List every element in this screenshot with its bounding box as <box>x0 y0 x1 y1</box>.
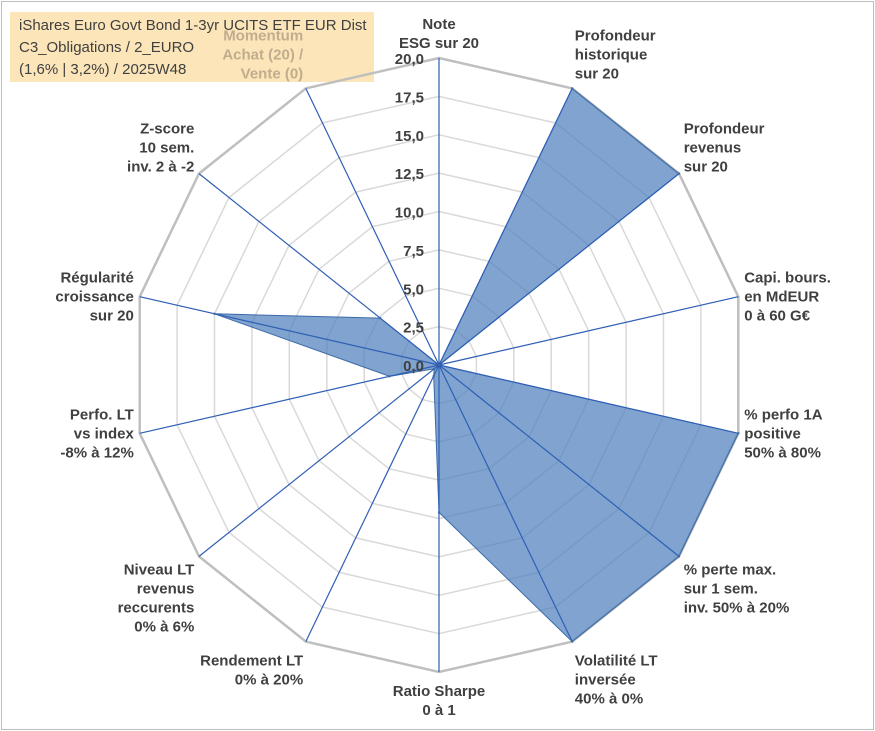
axis-spoke <box>438 88 573 366</box>
axis-label: Profondeur historique sur 20 <box>575 27 656 82</box>
axis-label-line: inv. 50% à 20% <box>684 599 790 616</box>
axis-label-line: en MdEUR <box>744 289 819 306</box>
axis-label-line: Niveau LT <box>124 561 195 578</box>
tick-label: 7,5 <box>403 243 424 260</box>
tick-label: 10,0 <box>395 205 424 222</box>
data-point <box>571 640 574 643</box>
axis-label-line: 0 à 1 <box>422 702 455 719</box>
axis-label-line: sur 20 <box>575 65 619 82</box>
axis-label-line: sur 20 <box>90 308 134 325</box>
chart-title-fund: iShares Euro Govt Bond 1-3yr UCITS ETF E… <box>19 17 367 34</box>
axis-label-line: croissance <box>55 289 133 306</box>
data-point <box>388 375 391 378</box>
axis-label-line: Achat (20) / <box>222 46 304 63</box>
axis-label-line: -8% à 12% <box>60 444 133 461</box>
axis-label-line: Profondeur <box>575 27 656 44</box>
axis-label-line: ESG sur 20 <box>399 35 479 52</box>
axis-label-line: Régularité <box>60 270 133 287</box>
tick-label: 20,0 <box>395 51 424 68</box>
axis-label-line: Rendement LT <box>200 653 303 670</box>
axis-spoke <box>139 296 440 366</box>
axis-spoke <box>198 364 440 557</box>
axis-spoke <box>305 364 440 642</box>
axis-spoke <box>438 296 739 366</box>
axis-label-line: vs index <box>74 425 135 442</box>
axis-label-line: 40% à 0% <box>575 691 643 708</box>
axis-spoke <box>438 364 680 557</box>
axis-label-line: 10 sem. <box>139 140 194 157</box>
axis-label: Profondeur revenus sur 20 <box>684 121 765 176</box>
tick-label: 12,5 <box>395 166 424 183</box>
tick-label: 5,0 <box>403 281 424 298</box>
axis-label: Momentum Achat (20) / Vente (0) <box>222 27 304 82</box>
data-point <box>677 555 681 558</box>
data-point <box>213 312 216 315</box>
axis-label-line: 50% à 80% <box>744 444 821 461</box>
axis-label-line: Perfo. LT <box>70 406 134 423</box>
axis-label-line: inversée <box>575 672 636 689</box>
axis-label-line: Momentum <box>223 27 303 44</box>
axis-spoke <box>198 173 440 366</box>
axis-label-line: sur 20 <box>684 159 728 176</box>
tick-label: 0,0 <box>403 358 424 375</box>
data-point <box>432 374 435 378</box>
axis-label-line: Profondeur <box>684 121 765 138</box>
data-point <box>379 316 382 320</box>
axis-label-line: 0% à 20% <box>235 672 303 689</box>
axis-label-line: revenus <box>137 580 195 597</box>
tick-label: 15,0 <box>395 128 424 145</box>
axis-label-line: inv. 2 à -2 <box>127 159 194 176</box>
axis-label: Rendement LT 0% à 20% <box>200 653 303 689</box>
axis-label-line: sur 1 sem. <box>684 580 758 597</box>
axis-label-line: Capi. bours. <box>744 270 831 287</box>
axis-label-line: positive <box>744 425 801 442</box>
chart-title-box: iShares Euro Govt Bond 1-3yr UCITS ETF E… <box>10 12 374 82</box>
chart-title-stats: (1,6% | 3,2%) / 2025W48 <box>19 61 187 78</box>
axis-label-line: 0 à 60 G€ <box>744 308 811 325</box>
data-point <box>433 367 436 370</box>
axis-spoke <box>438 364 739 434</box>
axis-label: Niveau LT revenus reccurents 0% à 6% <box>118 561 195 635</box>
tick-label: 2,5 <box>403 320 424 337</box>
axis-label: Régularité croissance sur 20 <box>55 270 133 325</box>
axis-label-line: % perte max. <box>684 561 777 578</box>
axis-label-line: reccurents <box>118 599 195 616</box>
axis-label-line: historique <box>575 46 648 63</box>
data-point <box>437 511 441 514</box>
axis-label-line: revenus <box>684 140 742 157</box>
axis-label-line: Ratio Sharpe <box>393 683 486 700</box>
axis-label: Ratio Sharpe 0 à 1 <box>393 683 486 719</box>
axis-label: % perfo 1A positive 50% à 80% <box>744 406 823 461</box>
axis-label: Z-score 10 sem. inv. 2 à -2 <box>127 121 194 176</box>
axis-label-line: Volatilité LT <box>575 653 658 670</box>
axis-label: Note ESG sur 20 <box>399 16 479 52</box>
axis-label: Capi. bours. en MdEUR 0 à 60 G€ <box>744 270 831 325</box>
axis-label-line: Note <box>422 16 455 33</box>
axis-label: % perte max. sur 1 sem. inv. 50% à 20% <box>684 561 790 616</box>
data-point <box>571 87 574 90</box>
axis-label-line: Z-score <box>140 121 194 138</box>
tick-label: 17,5 <box>395 89 424 106</box>
axis-spoke <box>305 88 440 366</box>
axis-label-line: Vente (0) <box>241 65 304 82</box>
chart-title-category: C3_Obligations / 2_EURO <box>19 39 195 56</box>
data-point <box>737 432 740 435</box>
data-point <box>677 172 681 175</box>
axis-label-line: % perfo 1A <box>744 406 823 423</box>
axis-spoke <box>438 173 680 366</box>
axis-label: Perfo. LT vs index -8% à 12% <box>60 406 134 461</box>
axis-label: Volatilité LT inversée 40% à 0% <box>575 653 658 708</box>
axis-spoke <box>438 364 573 642</box>
data-point <box>437 363 441 367</box>
axis-label-line: 0% à 6% <box>134 618 194 635</box>
